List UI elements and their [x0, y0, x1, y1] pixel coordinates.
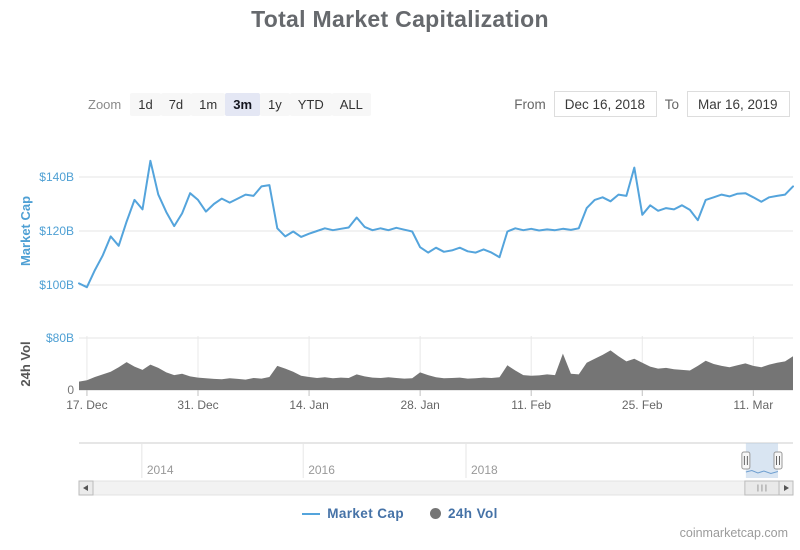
zoom-button-1d[interactable]: 1d: [130, 92, 161, 116]
navigator-mini-series: [745, 469, 779, 475]
legend: Market Cap 24h Vol: [0, 506, 800, 521]
attribution-link[interactable]: coinmarketcap.com: [679, 526, 788, 540]
x-axis-label: 11. Mar: [733, 398, 773, 412]
date-range-group: From To: [514, 91, 790, 117]
legend-label: Market Cap: [327, 506, 404, 521]
zoom-button-7d[interactable]: 7d: [160, 92, 192, 116]
navigator-year-label: 2018: [471, 463, 498, 477]
zoom-button-all[interactable]: ALL: [331, 92, 371, 116]
x-axis-label: 31. Dec: [177, 398, 218, 412]
volume-axis-label: $80B: [46, 331, 74, 345]
x-axis-label: 11. Feb: [511, 398, 551, 412]
legend-item-24h-vol[interactable]: 24h Vol: [429, 506, 498, 521]
volume-area-series[interactable]: [79, 350, 793, 390]
zoom-button-3m[interactable]: 3m: [225, 92, 261, 116]
market-axis-label: $100B: [39, 278, 74, 292]
dot-swatch-icon: [429, 508, 441, 519]
from-label: From: [514, 96, 546, 112]
zoom-label: Zoom: [88, 96, 122, 112]
navigator-right-handle[interactable]: [773, 451, 783, 470]
to-label: To: [664, 96, 679, 112]
volume-axis-zero-label: 0: [67, 383, 74, 397]
navigator-left-handle[interactable]: [741, 451, 751, 470]
zoom-button-ytd[interactable]: YTD: [289, 92, 332, 116]
x-axis-label: 17. Dec: [66, 398, 107, 412]
from-date-input[interactable]: [553, 91, 657, 117]
market-axis-title: Market Cap: [18, 196, 33, 266]
zoom-button-group: Zoom 1d 7d 1m 3m 1y YTD ALL: [88, 92, 371, 116]
market-axis-label: $140B: [39, 170, 74, 184]
volume-axis-title: 24h Vol: [18, 341, 33, 386]
scroll-left-arrow-icon: [83, 485, 88, 491]
to-date-input[interactable]: [687, 91, 790, 117]
x-axis-label: 14. Jan: [289, 398, 328, 412]
market-cap-line-series[interactable]: [78, 159, 794, 289]
legend-label: 24h Vol: [447, 506, 498, 521]
x-axis-label: 28. Jan: [400, 398, 439, 412]
navigator-year-label: 2014: [147, 463, 174, 477]
scrollbar-track[interactable]: [78, 480, 794, 496]
line-swatch-icon: [302, 512, 321, 515]
zoom-button-1y[interactable]: 1y: [260, 92, 290, 116]
zoom-button-1m[interactable]: 1m: [191, 92, 226, 116]
x-axis-label: 25. Feb: [622, 398, 663, 412]
market-axis-label: $120B: [39, 224, 74, 238]
chart-title: Total Market Capitalization: [251, 6, 549, 32]
scroll-right-arrow-icon: [784, 485, 789, 491]
legend-item-market-cap[interactable]: Market Cap: [302, 506, 404, 521]
navigator-year-label: 2016: [308, 463, 335, 477]
